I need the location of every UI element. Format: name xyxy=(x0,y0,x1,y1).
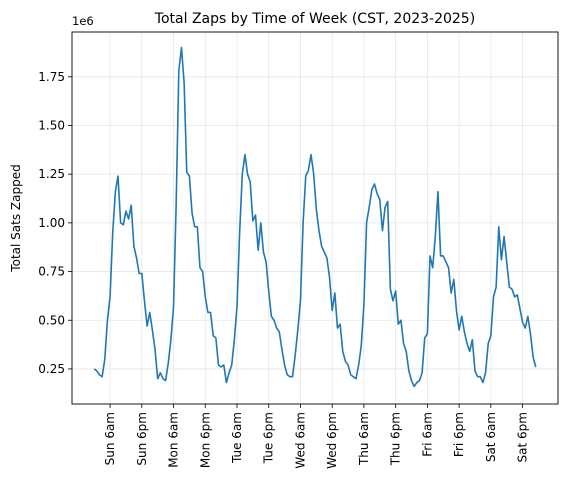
y-tick-label: 1.25 xyxy=(38,167,65,181)
x-tick-label: Sat 6pm xyxy=(516,412,530,462)
x-tick-label: Sat 6am xyxy=(484,412,498,462)
y-tick-label: 0.75 xyxy=(38,265,65,279)
y-tick-label: 1.75 xyxy=(38,70,65,84)
x-tick-label: Mon 6pm xyxy=(198,412,212,468)
y-tick-label: 0.25 xyxy=(38,362,65,376)
series-line xyxy=(93,46,537,388)
x-tick-label: Wed 6pm xyxy=(325,412,339,469)
x-tick-label: Mon 6am xyxy=(167,412,181,468)
x-tick-label: Sun 6pm xyxy=(135,412,149,466)
plot-frame xyxy=(71,31,559,405)
x-tick-label: Fri 6pm xyxy=(452,412,466,457)
y-tick-label: 0.50 xyxy=(38,313,65,327)
x-tick-label: Thu 6am xyxy=(357,412,371,466)
x-tick-label: Tue 6am xyxy=(230,412,244,464)
y-tick-label: 1.50 xyxy=(38,118,65,132)
x-axis: Sun 6am Sun 6pm Mon 6am Mon 6pm Tue 6am Tue 6… xyxy=(103,404,530,469)
chart-title: Total Zaps by Time of Week (CST, 2023-20… xyxy=(154,11,475,27)
x-tick-label: Wed 6am xyxy=(293,412,307,469)
y-tick-label: 1.00 xyxy=(38,216,65,230)
x-tick-label: Tue 6pm xyxy=(262,412,276,464)
y-axis-label: Total Sats Zapped xyxy=(9,164,23,272)
y-axis: 0.25 0.50 0.75 1.00 1.25 1.50 1.75 xyxy=(38,70,72,376)
x-tick-label: Thu 6pm xyxy=(389,412,403,466)
x-tick-label: Sun 6am xyxy=(103,412,117,465)
y-offset-label: 1e6 xyxy=(72,14,94,28)
x-tick-label: Fri 6am xyxy=(420,412,434,457)
grid-layer xyxy=(72,32,558,404)
